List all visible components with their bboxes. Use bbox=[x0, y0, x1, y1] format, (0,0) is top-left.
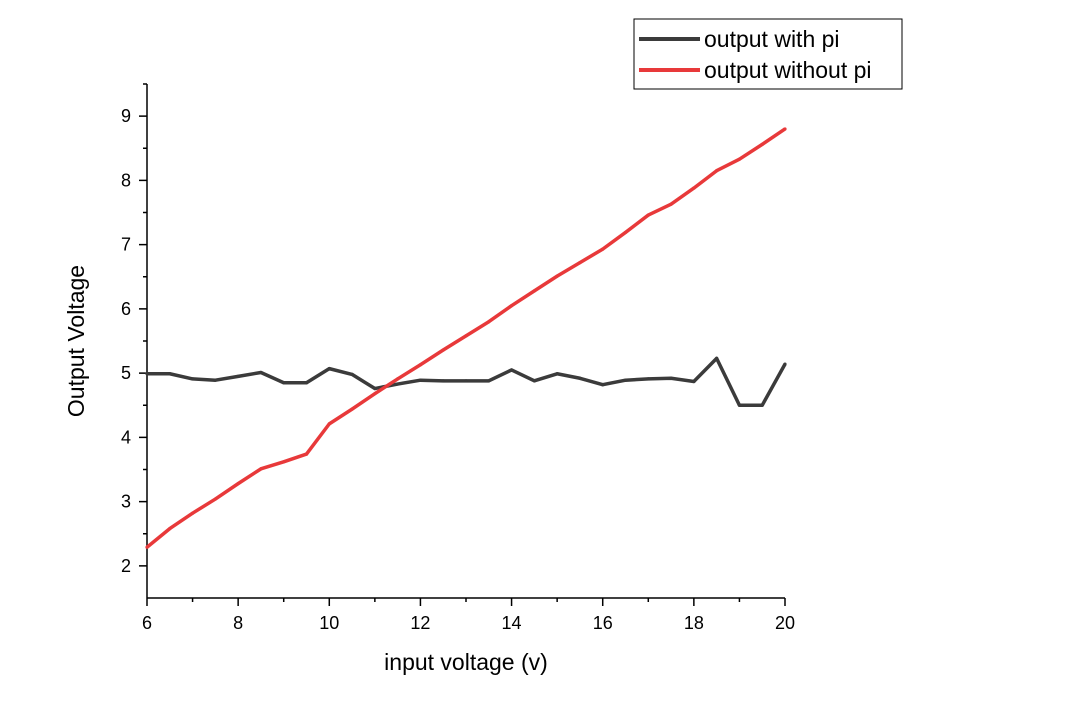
legend-label-output-with-pi: output with pi bbox=[704, 26, 840, 52]
data-point bbox=[350, 372, 354, 377]
data-point bbox=[737, 157, 742, 161]
data-point bbox=[601, 383, 605, 387]
data-point bbox=[350, 407, 354, 411]
data-point bbox=[555, 274, 559, 278]
y-tick-label: 5 bbox=[121, 363, 131, 383]
data-point bbox=[418, 378, 423, 382]
data-point bbox=[532, 379, 536, 383]
data-point bbox=[760, 142, 764, 146]
data-point bbox=[304, 381, 309, 385]
data-point bbox=[692, 186, 696, 190]
y-tick-label: 8 bbox=[121, 170, 131, 190]
data-point bbox=[327, 422, 331, 426]
data-point bbox=[555, 372, 559, 376]
data-point bbox=[646, 213, 650, 217]
x-tick-label: 16 bbox=[593, 613, 613, 633]
data-point bbox=[487, 379, 491, 383]
legend: output with pi output without pi bbox=[633, 18, 903, 90]
data-point bbox=[373, 392, 377, 396]
data-point bbox=[168, 527, 172, 531]
x-tick-label: 10 bbox=[319, 613, 339, 633]
x-tick-label: 8 bbox=[233, 613, 243, 633]
data-point bbox=[760, 403, 764, 407]
data-point bbox=[601, 247, 605, 251]
x-tick-label: 18 bbox=[684, 613, 704, 633]
data-point bbox=[464, 334, 468, 338]
data-point bbox=[669, 376, 673, 380]
data-point bbox=[373, 386, 377, 391]
data-point bbox=[259, 467, 263, 471]
data-point bbox=[509, 368, 514, 372]
data-point bbox=[532, 289, 536, 293]
data-point bbox=[396, 382, 400, 386]
data-point bbox=[715, 169, 719, 173]
data-point bbox=[145, 372, 149, 376]
data-point bbox=[282, 381, 286, 385]
y-tick-label: 2 bbox=[121, 556, 131, 576]
data-point bbox=[623, 230, 628, 235]
data-point bbox=[487, 320, 491, 324]
data-point bbox=[396, 377, 400, 381]
data-point bbox=[715, 356, 719, 360]
data-point bbox=[304, 452, 309, 456]
data-point bbox=[259, 370, 263, 375]
y-tick-label: 3 bbox=[121, 492, 131, 512]
series-lines bbox=[145, 127, 787, 549]
data-point bbox=[441, 348, 445, 352]
data-point bbox=[578, 376, 582, 380]
data-point bbox=[213, 497, 217, 501]
x-tick-label: 6 bbox=[142, 613, 152, 633]
data-point bbox=[623, 378, 628, 382]
data-point bbox=[168, 372, 172, 376]
legend-box bbox=[633, 18, 903, 90]
y-tick-label: 7 bbox=[121, 235, 131, 255]
data-point bbox=[783, 362, 787, 366]
data-point bbox=[327, 367, 331, 371]
y-tick-label: 9 bbox=[121, 106, 131, 126]
data-point bbox=[145, 545, 149, 549]
data-point bbox=[737, 403, 742, 407]
data-point bbox=[190, 377, 195, 381]
data-point bbox=[190, 511, 195, 515]
data-point bbox=[578, 261, 582, 265]
legend-label-output-without-pi: output without pi bbox=[704, 57, 872, 83]
data-point bbox=[464, 379, 468, 383]
data-point bbox=[441, 379, 445, 383]
data-point bbox=[236, 482, 240, 486]
x-axis-title: input voltage (v) bbox=[384, 649, 548, 675]
y-tick-label: 4 bbox=[121, 427, 131, 447]
data-point bbox=[213, 378, 217, 382]
x-tick-label: 20 bbox=[775, 613, 795, 633]
y-axis-ticks: 2 3 4 5 6 7 8 9 bbox=[121, 83, 147, 576]
data-point bbox=[783, 127, 787, 131]
x-axis-ticks: 6 8 10 12 14 16 18 20 bbox=[142, 598, 795, 633]
y-axis-title: Output Voltage bbox=[63, 265, 89, 417]
data-point bbox=[669, 202, 673, 206]
series-line-output-without-pi bbox=[145, 127, 786, 549]
y-tick-label: 6 bbox=[121, 299, 131, 319]
data-point bbox=[236, 374, 240, 378]
data-point bbox=[646, 377, 650, 381]
data-point bbox=[692, 379, 696, 384]
x-tick-label: 12 bbox=[410, 613, 430, 633]
data-point bbox=[282, 460, 286, 464]
data-point bbox=[418, 363, 423, 367]
data-point bbox=[509, 304, 514, 308]
x-tick-label: 14 bbox=[502, 613, 522, 633]
